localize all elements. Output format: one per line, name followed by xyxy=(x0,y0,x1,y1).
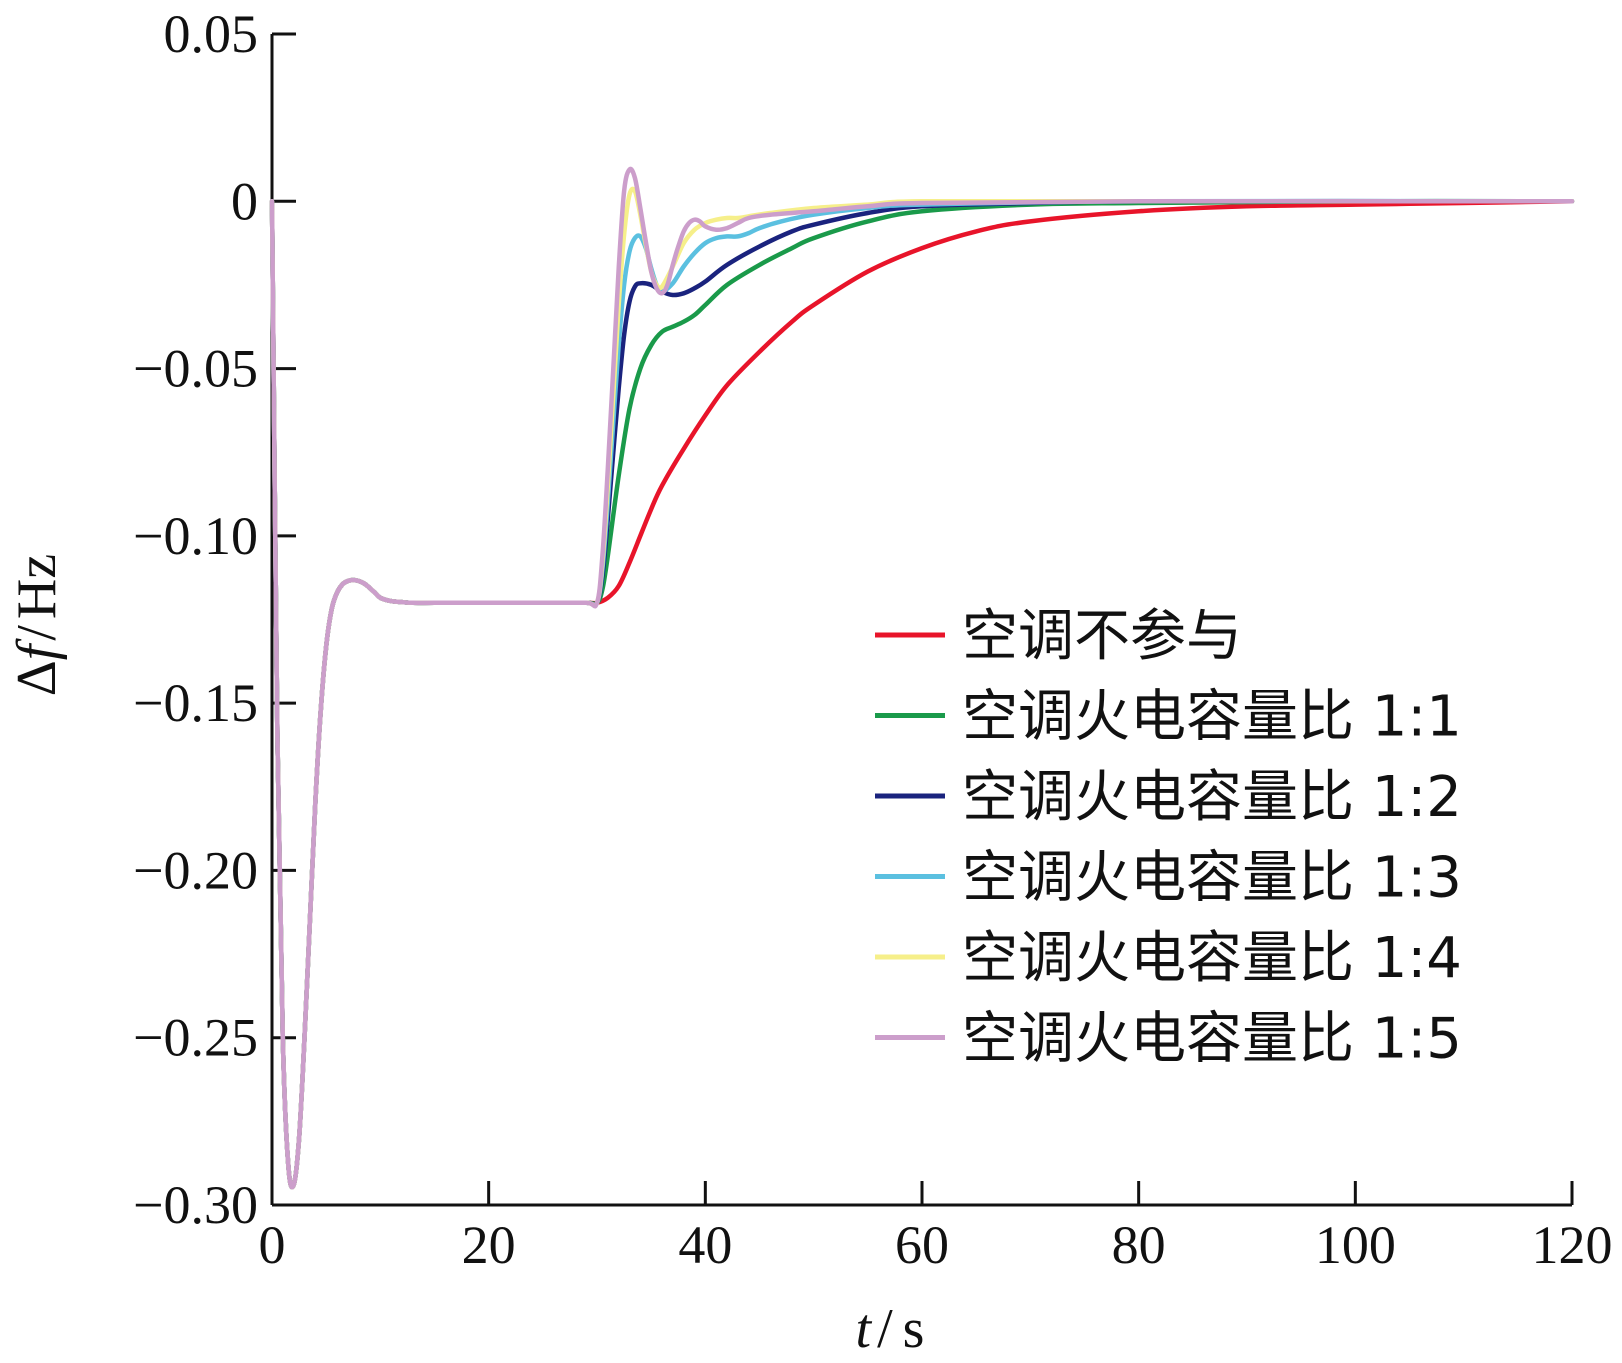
x-axis-label-unit: s xyxy=(903,1298,925,1360)
y-tick-label: −0.20 xyxy=(133,840,258,900)
y-tick-label: −0.10 xyxy=(133,506,258,566)
y-axis-label-prefix: Δ xyxy=(6,660,68,696)
x-tick-label: 80 xyxy=(1112,1215,1166,1275)
legend-label-5: 空调火电容量比 1:4 xyxy=(962,926,1462,991)
series-lines xyxy=(269,166,1575,1190)
legend-label-4: 空调火电容量比 1:3 xyxy=(962,846,1462,911)
x-tick-label: 100 xyxy=(1315,1215,1396,1275)
legend-label-2: 空调火电容量比 1:1 xyxy=(962,685,1462,750)
legend-label-6: 空调火电容量比 1:5 xyxy=(962,1007,1462,1072)
x-tick-label: 20 xyxy=(462,1215,516,1275)
ticks: 0 20 40 60 80 100 120 0.05 0 −0.05 −0.10 −0.15 −0.20… xyxy=(133,4,1612,1275)
y-tick-label: −0.05 xyxy=(133,339,258,399)
y-axis-label: Δf/Hz xyxy=(6,554,68,696)
y-tick-label: −0.15 xyxy=(133,673,258,733)
y-tick-label: 0 xyxy=(231,171,258,231)
x-tick-label: 40 xyxy=(678,1215,732,1275)
x-axis-label-var: t xyxy=(856,1298,873,1360)
y-tick-label: 0.05 xyxy=(164,4,259,64)
y-tick-label: −0.25 xyxy=(133,1008,258,1068)
series-line-6 xyxy=(269,166,1575,1190)
x-tick-label: 60 xyxy=(895,1215,949,1275)
y-tick-label: −0.30 xyxy=(133,1175,258,1235)
x-tick-label: 120 xyxy=(1532,1215,1613,1275)
x-axis-label: t / s xyxy=(856,1298,925,1360)
y-axis-label-unit: Hz xyxy=(6,554,68,619)
legend-label-1: 空调不参与 xyxy=(962,604,1242,669)
x-tick-label: 0 xyxy=(259,1215,286,1275)
x-axis-label-sep: / xyxy=(877,1298,893,1360)
legend-label-3: 空调火电容量比 1:2 xyxy=(962,765,1462,830)
y-axis-label-sep: / xyxy=(6,625,68,641)
